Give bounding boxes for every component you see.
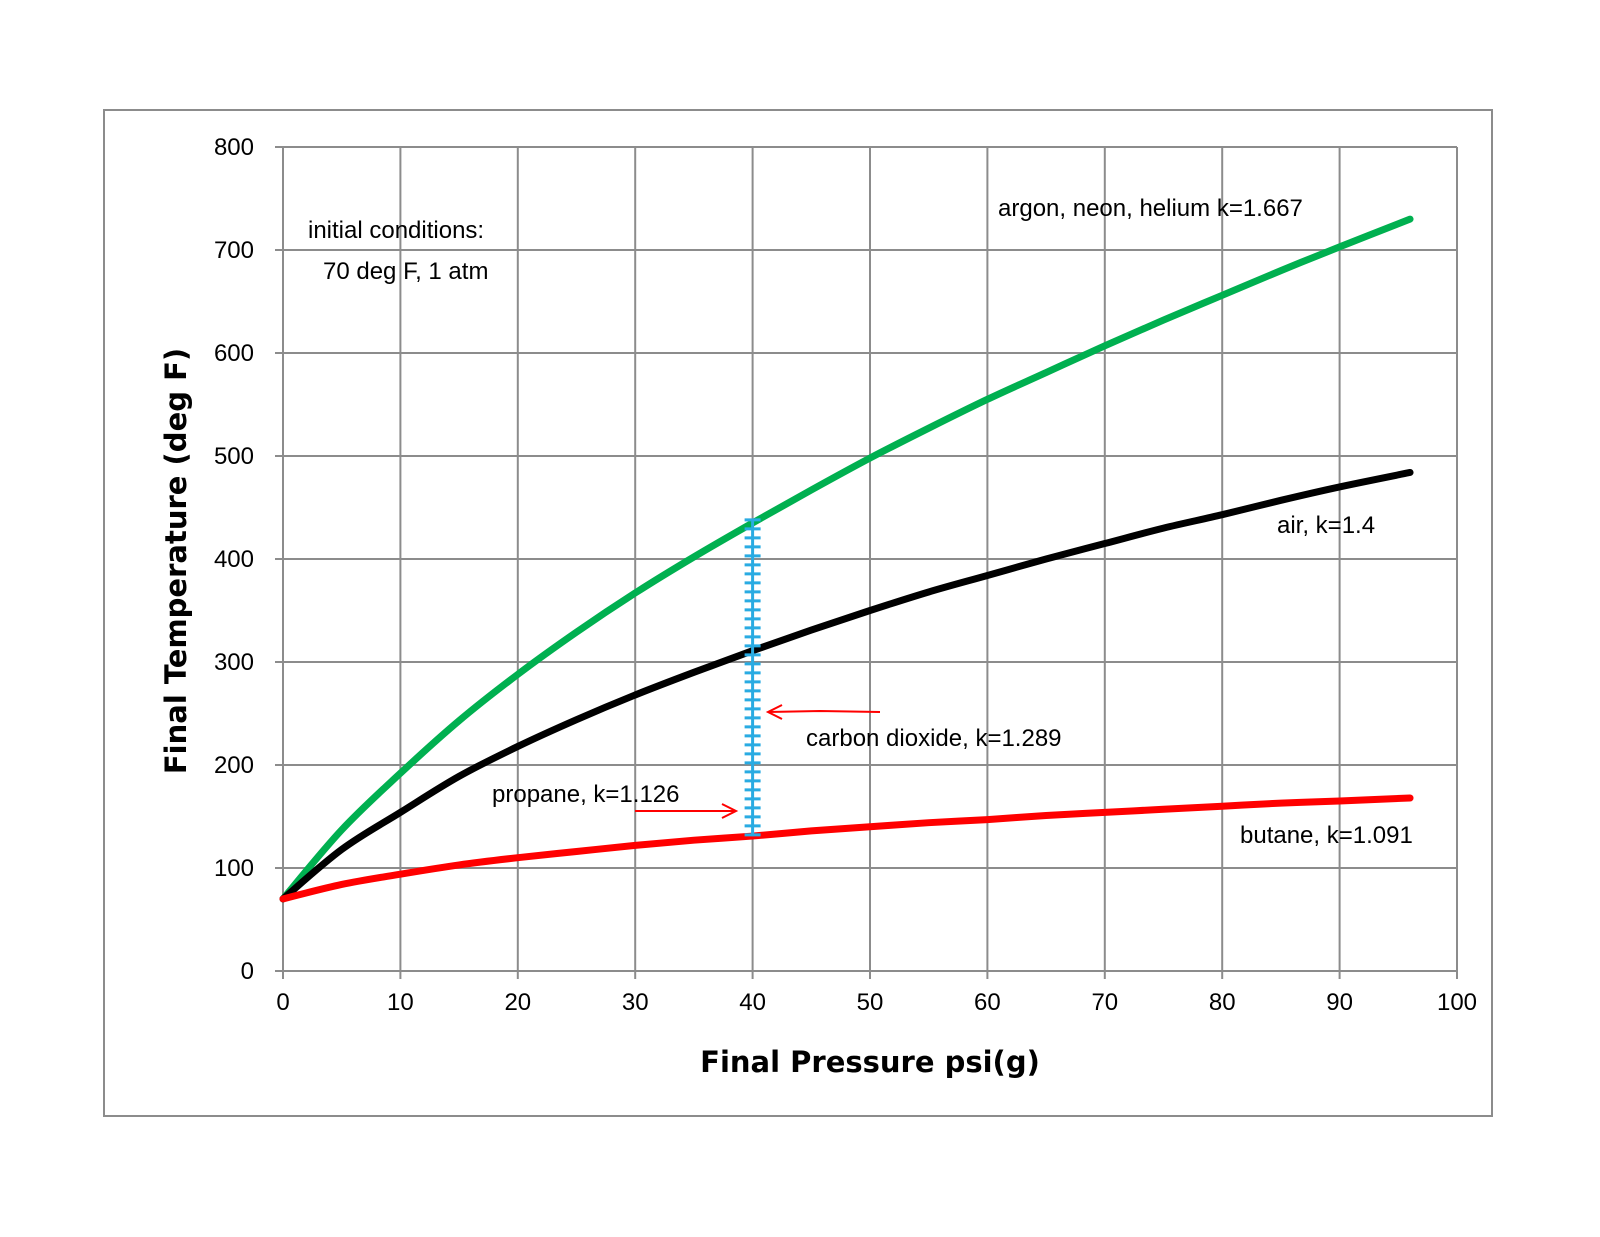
co2-arrow-head	[765, 704, 783, 720]
y-tick-label: 200	[214, 752, 254, 779]
annotation-propane: propane, k=1.126	[492, 781, 680, 808]
x-tick-label: 100	[1437, 989, 1477, 1016]
annotation-arrows	[635, 704, 881, 819]
x-axis-title: Final Pressure psi(g)	[700, 1045, 1040, 1079]
y-tick-label: 500	[214, 443, 254, 470]
y-tick-label: 0	[241, 958, 254, 985]
x-tick-label: 0	[276, 989, 289, 1016]
annotation-butane: butane, k=1.091	[1240, 822, 1413, 849]
annotations: initial conditions: 70 deg F, 1 atm argon,…	[308, 195, 1413, 849]
x-tick-label: 60	[974, 989, 1001, 1016]
annotation-co2: carbon dioxide, k=1.289	[806, 725, 1062, 752]
y-tick-label: 800	[214, 134, 254, 161]
annotation-initial2: 70 deg F, 1 atm	[323, 258, 488, 285]
series-butane-line	[279, 794, 1414, 903]
co2-arrow-line	[767, 709, 881, 713]
series-air-line	[279, 468, 1414, 903]
x-tick-label: 30	[622, 989, 649, 1016]
tick-labels: 0 10 20 30 40 50 60 70 80 90 100 0 100 200 300 400 500 60…	[214, 134, 1477, 1016]
x-tick-label: 70	[1091, 989, 1118, 1016]
x-tick-label: 50	[857, 989, 884, 1016]
y-axis-title: Final Temperature (deg F)	[159, 348, 193, 774]
y-tick-label: 700	[214, 237, 254, 264]
series-argon-line	[279, 215, 1414, 903]
x-tick-label: 80	[1209, 989, 1236, 1016]
propane-arrow-head	[721, 803, 739, 819]
x-tick-label: 90	[1326, 989, 1353, 1016]
y-tick-label: 300	[214, 649, 254, 676]
x-tick-label: 40	[739, 989, 766, 1016]
annotation-air: air, k=1.4	[1277, 512, 1375, 539]
x-tick-label: 20	[504, 989, 531, 1016]
x-tick-label: 10	[387, 989, 414, 1016]
annotation-initial1: initial conditions:	[308, 217, 484, 244]
y-tick-label: 400	[214, 546, 254, 573]
y-tick-label: 600	[214, 340, 254, 367]
y-tick-label: 100	[214, 855, 254, 882]
series-lines	[279, 215, 1414, 903]
annotation-argon: argon, neon, helium k=1.667	[998, 195, 1303, 222]
